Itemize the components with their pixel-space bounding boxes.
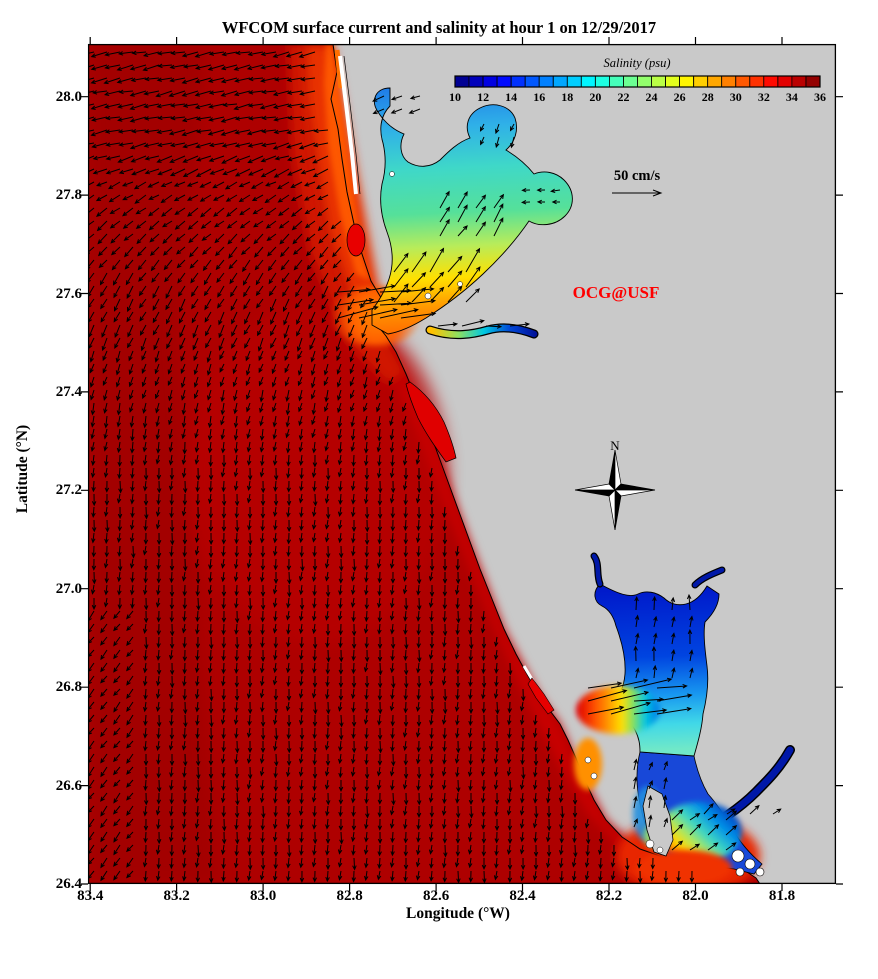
- y-tick-label: 28.0: [55, 88, 82, 105]
- colorbar-cell: [496, 75, 512, 88]
- colorbar: [454, 75, 821, 88]
- colorbar-cell: [791, 75, 807, 88]
- figure-title: WFCOM surface current and salinity at ho…: [221, 18, 657, 37]
- san-carlos-gradient: [658, 802, 742, 862]
- quiver-arrows: [88, 50, 782, 884]
- colorbar-tick-label: 28: [701, 90, 714, 104]
- colorbar-cell: [524, 75, 540, 88]
- colorbar-cell: [454, 75, 470, 88]
- colorbar-tick-label: 36: [814, 90, 826, 104]
- colorbar-tick-label: 26: [673, 90, 686, 104]
- colorbar-title: Salinity (psu): [603, 56, 671, 70]
- sarasota-bay: [405, 381, 457, 463]
- tampa-bay: [371, 87, 573, 340]
- colorbar-cell: [608, 75, 624, 88]
- colorbar-tick-label: 22: [617, 90, 630, 104]
- colorbar-tick-label: 30: [729, 90, 742, 104]
- estero-islands: [731, 849, 765, 877]
- colorbar-tick-label: 10: [449, 90, 461, 104]
- colorbar-cell: [735, 75, 751, 88]
- y-tick-label: 27.8: [55, 187, 82, 204]
- charlotte-harbor: [576, 552, 795, 884]
- colorbar-cell: [679, 75, 695, 88]
- colorbar-cell: [594, 75, 610, 88]
- colorbar-cell: [566, 75, 582, 88]
- map-layers: [88, 44, 836, 884]
- x-tick-label: 83.4: [77, 888, 104, 904]
- y-axis-label: Latitude (°N): [14, 424, 31, 514]
- y-tick-label: 27.4: [55, 383, 82, 400]
- boca-grande-gradient: [576, 686, 660, 734]
- colorbar-tick-label: 12: [477, 90, 490, 104]
- colorbar-cell: [651, 75, 666, 88]
- scale-arrow-label: 50 cm/s: [613, 168, 661, 184]
- colorbar-cell: [749, 75, 765, 88]
- y-tick-label: 27.0: [55, 580, 82, 597]
- colorbar-cell: [763, 75, 779, 88]
- axes-frame: [87, 43, 837, 885]
- colorbar-cell: [693, 75, 709, 88]
- map-plot-area: [81, 37, 843, 891]
- colorbar-cell: [468, 75, 484, 88]
- y-tick-label: 26.8: [55, 679, 82, 696]
- colorbar-tick-label: 24: [645, 90, 658, 104]
- colorbar-cell: [538, 75, 554, 88]
- colorbar-tick-label: 16: [533, 90, 546, 104]
- colorbar-cell: [482, 75, 498, 88]
- lemon-bay: [527, 677, 555, 715]
- x-axis-label: Longitude (°W): [406, 905, 510, 922]
- x-tick-label: 82.8: [336, 888, 363, 904]
- x-tick-label: 83.2: [163, 888, 190, 904]
- colorbar-cell: [552, 75, 568, 88]
- colorbar-tick-label: 32: [757, 90, 770, 104]
- compass-rose-icon: [574, 449, 656, 531]
- colorbar-cell: [707, 75, 723, 88]
- y-tick-label: 27.2: [55, 482, 82, 499]
- axis-tick-marks: [81, 37, 843, 891]
- x-tick-label: 82.2: [595, 888, 623, 904]
- y-tick-label: 27.6: [55, 285, 82, 302]
- x-tick-label: 83.0: [249, 888, 277, 904]
- colorbar-cell: [623, 75, 638, 88]
- colorbar-cell: [580, 75, 596, 88]
- credit-label: OCG@USF: [572, 283, 660, 302]
- colorbar-cell: [805, 75, 821, 88]
- colorbar-tick-label: 14: [505, 90, 518, 104]
- colorbar-cell: [721, 75, 737, 88]
- x-tick-label: 81.8: [768, 888, 796, 904]
- colorbar-cell: [777, 75, 793, 88]
- x-tick-label: 82.4: [509, 888, 536, 904]
- colorbar-cell: [665, 75, 681, 88]
- current-vector-field: [88, 50, 782, 884]
- scale-arrow: [612, 189, 663, 197]
- compass-north-label: N: [610, 438, 620, 453]
- colorbar-tick-label: 18: [561, 90, 574, 104]
- colorbar-tick-label: 34: [785, 90, 798, 104]
- gasparilla-sound: [574, 738, 602, 790]
- barrier-lagoons: [334, 49, 602, 790]
- y-tick-label: 26.4: [55, 876, 82, 892]
- x-tick-label: 82.0: [682, 888, 709, 904]
- colorbar-cell: [637, 75, 652, 88]
- x-tick-label: 82.6: [422, 888, 450, 904]
- y-tick-label: 26.6: [55, 777, 82, 794]
- colorbar-tick-label: 20: [589, 90, 602, 104]
- colorbar-cell: [510, 75, 526, 88]
